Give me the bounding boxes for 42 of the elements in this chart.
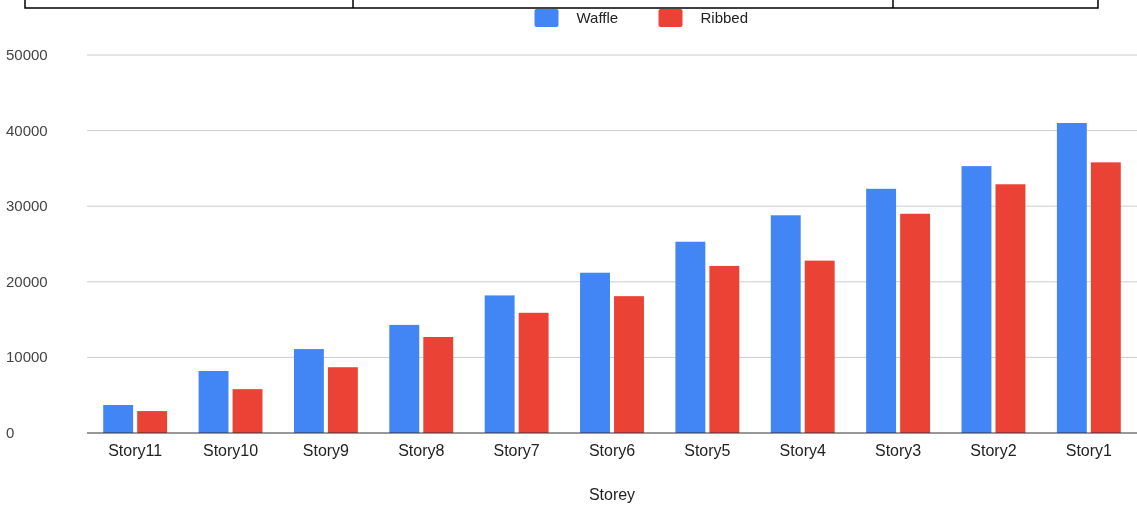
legend-label: Waffle [576,9,619,26]
y-tick-label: 40000 [6,121,48,139]
bar [137,411,168,433]
bar [580,272,610,433]
bar [900,213,931,433]
bar [709,265,740,433]
x-tick-label: Story4 [779,442,826,459]
y-tick-label: 20000 [6,272,48,290]
bar [1090,162,1121,433]
bar [484,295,515,433]
x-tick-label: Story2 [970,442,1017,459]
bar [804,260,835,433]
bar [614,296,644,433]
x-tick-label: Story11 [108,442,163,459]
bar [866,188,897,433]
legend-label: Ribbed [700,9,749,26]
bar [103,405,134,433]
bar [995,184,1026,433]
y-tick-label: 10000 [6,348,48,366]
y-tick-label: 50000 [6,46,48,63]
bar [518,312,549,433]
y-tick-label: 30000 [6,197,48,215]
bar [232,389,263,433]
bar [293,349,324,433]
bar [389,324,420,433]
x-tick-label: Story8 [398,442,445,459]
bar [327,367,358,433]
x-tick-label: Story3 [874,442,922,459]
x-tick-label: Story9 [302,442,350,459]
x-tick-label: Story6 [588,442,636,459]
x-tick-label: Story1 [1065,442,1113,459]
bar [198,371,229,433]
y-tick-label: 0 [6,424,15,441]
x-tick-label: Story10 [202,442,259,459]
bar [423,336,454,433]
bar [961,166,992,433]
bar [770,215,801,433]
x-tick-label: Story5 [684,442,731,459]
x-axis-title: Storey [588,486,636,503]
x-tick-label: Story7 [493,442,540,459]
bar [675,241,706,433]
bar [1056,123,1087,433]
